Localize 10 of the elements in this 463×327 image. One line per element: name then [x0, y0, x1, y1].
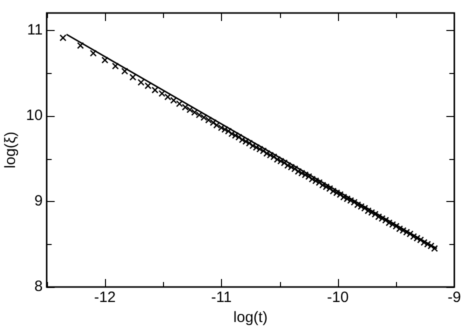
y-tick-label: 9	[34, 192, 43, 210]
x-tick-label: -12	[94, 289, 116, 306]
y-tick-label: 8	[34, 278, 43, 296]
y-tick-label: 10	[26, 106, 43, 124]
x-tick-label: -10	[327, 289, 349, 306]
x-axis-title: log(t)	[233, 309, 268, 326]
y-axis-title: log(ξ)	[2, 132, 20, 168]
y-tick-label: 11	[27, 21, 43, 38]
x-tick-label: -9	[448, 289, 462, 306]
x-tick-label: -11	[211, 289, 232, 306]
